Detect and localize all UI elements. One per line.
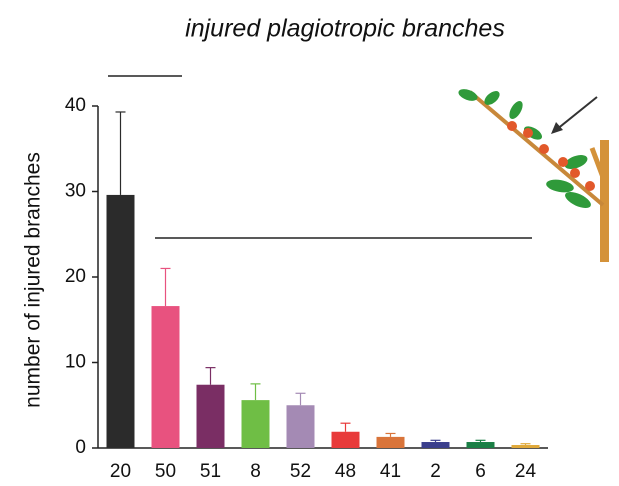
y-axis-label: number of injured branches (22, 152, 45, 408)
bar (332, 432, 360, 448)
bar (377, 437, 405, 448)
branch-illustration (457, 87, 609, 262)
y-tick-label: 20 (65, 266, 86, 287)
x-tick-label: 24 (515, 461, 537, 482)
x-tick-label: 48 (335, 461, 356, 482)
bar (287, 405, 315, 448)
x-tick-label: 41 (380, 461, 401, 482)
x-tick-label: 2 (430, 461, 441, 482)
bar (152, 306, 180, 448)
chart: injured plagiotropic branches number of … (0, 0, 619, 486)
bar (467, 442, 495, 448)
y-tick-label: 30 (65, 181, 86, 202)
chart-title: injured plagiotropic branches (185, 15, 505, 43)
x-tick-label: 8 (250, 461, 261, 482)
y-tick-label: 40 (65, 95, 86, 116)
x-tick-label: 20 (110, 461, 131, 482)
bar (242, 400, 270, 448)
x-tick-label: 50 (155, 461, 176, 482)
bar (197, 385, 225, 448)
y-tick-label: 0 (75, 437, 86, 458)
bar (512, 445, 540, 448)
x-tick-label: 6 (475, 461, 486, 482)
x-tick-label: 52 (290, 461, 311, 482)
y-tick-label: 10 (65, 352, 86, 373)
bar (107, 195, 135, 448)
x-tick-label: 51 (200, 461, 221, 482)
bar (422, 442, 450, 448)
